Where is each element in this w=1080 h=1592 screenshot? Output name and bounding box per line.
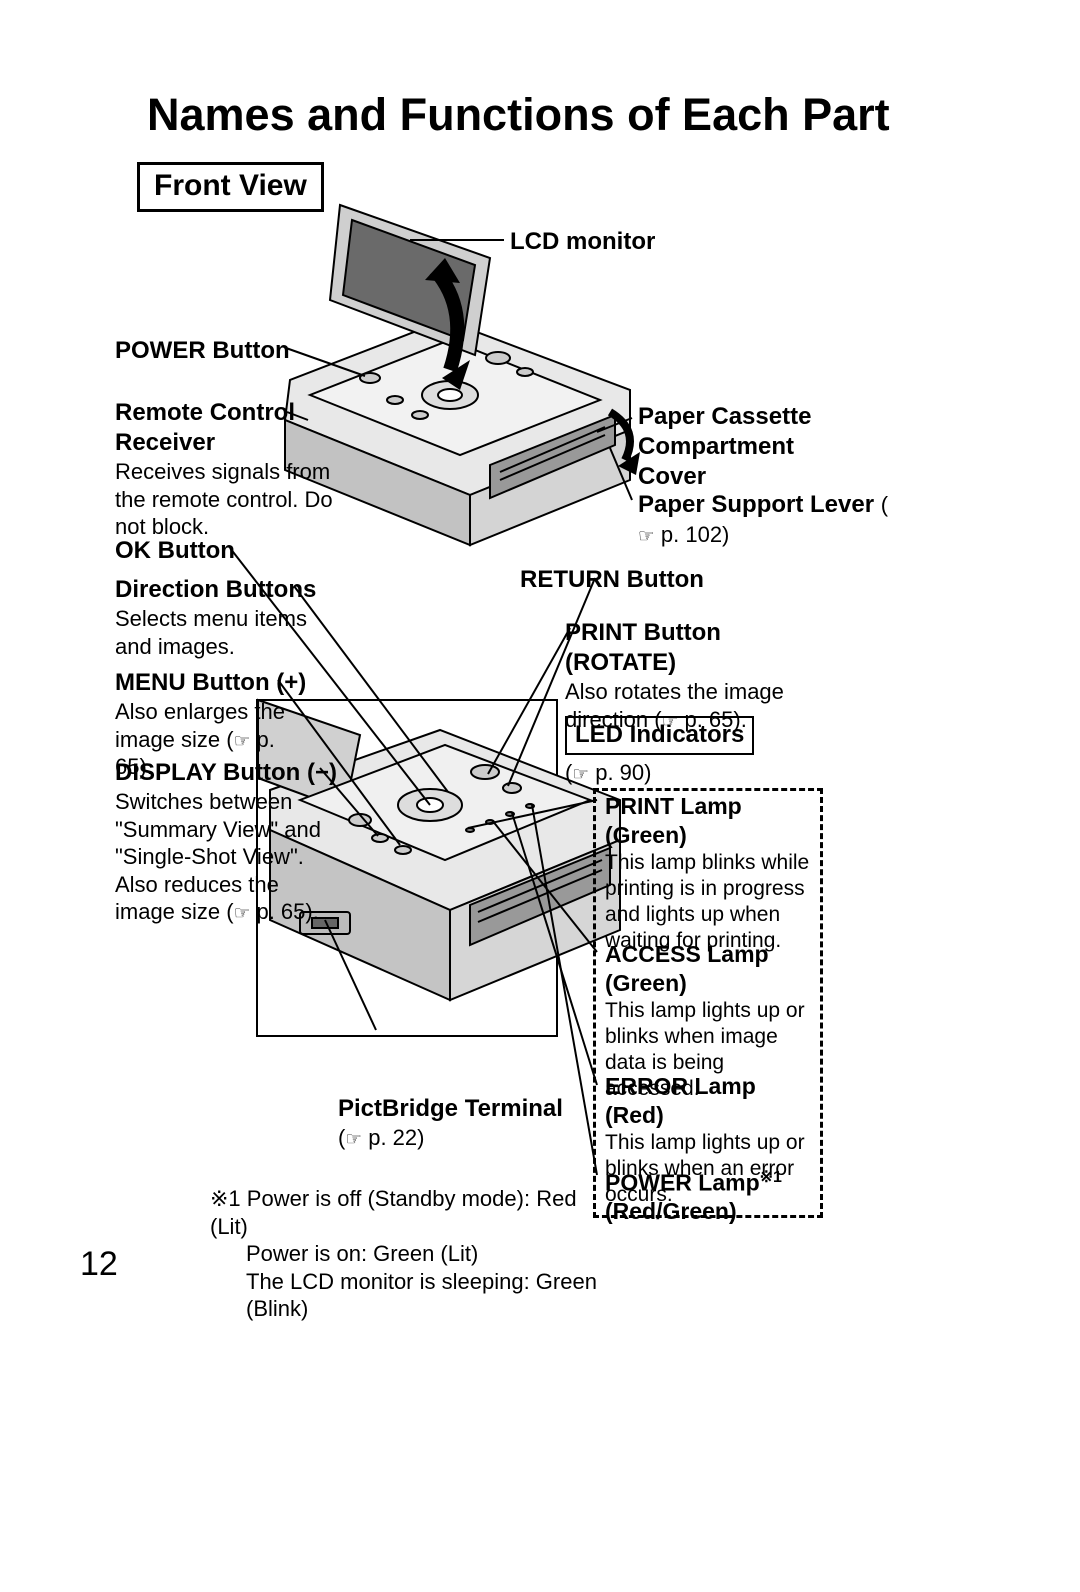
- label-direction-buttons: Direction Buttons Selects menu items and…: [115, 575, 325, 660]
- label-power-lamp-color: (Red/Green): [605, 1198, 737, 1224]
- ref-icon: ☞: [572, 762, 589, 785]
- label-led-indicators: LED Indicators (☞ p. 90): [565, 716, 754, 787]
- ref-icon: ☞: [234, 901, 251, 924]
- label-ok-button: OK Button: [115, 536, 235, 566]
- footnote-l3: The LCD monitor is sleeping: Green (Blin…: [210, 1268, 610, 1323]
- label-power-button: POWER Button: [115, 336, 290, 366]
- label-lcd-monitor: LCD monitor: [510, 227, 655, 257]
- label-pictbridge-title: PictBridge Terminal: [338, 1094, 568, 1124]
- label-led-ref: p. 90): [589, 760, 651, 785]
- label-display-button: DISPLAY Button (−) Switches between "Sum…: [115, 758, 340, 926]
- label-print-title: PRINT Button (ROTATE): [565, 618, 835, 678]
- label-menu-title: MENU Button (+): [115, 668, 315, 698]
- label-power-lamp-sup: ※1: [760, 1169, 782, 1186]
- label-paper-support-ref: p. 102): [661, 522, 730, 547]
- label-pictbridge-ref: p. 22): [362, 1125, 424, 1150]
- label-display-desc2: p. 65).: [250, 899, 318, 924]
- label-return-button: RETURN Button: [520, 565, 704, 595]
- label-paper-support-title: Paper Support Lever: [638, 491, 874, 518]
- label-pictbridge: PictBridge Terminal (☞ p. 22): [338, 1094, 568, 1152]
- ref-icon: ☞: [638, 524, 655, 547]
- label-access-title: ACCESS Lamp (Green): [605, 940, 820, 998]
- label-led-title: LED Indicators: [565, 716, 754, 755]
- manual-page: Names and Functions of Each Part Front V…: [0, 0, 1080, 1592]
- label-direction-title: Direction Buttons: [115, 575, 325, 605]
- label-remote-desc: Receives signals from the remote control…: [115, 458, 335, 541]
- label-print-lamp: PRINT Lamp (Green) This lamp blinks whil…: [605, 792, 820, 955]
- page-number: 12: [80, 1245, 118, 1284]
- ref-icon: ☞: [345, 1127, 362, 1150]
- label-power-lamp: POWER Lamp※1 (Red/Green): [605, 1168, 820, 1226]
- label-remote-control: Remote Control Receiver Receives signals…: [115, 398, 335, 541]
- footnote-l2: Power is on: Green (Lit): [210, 1240, 478, 1268]
- label-remote-title: Remote Control Receiver: [115, 398, 335, 458]
- footnote-l1: Power is off (Standby mode): Red (Lit): [210, 1186, 577, 1239]
- label-direction-desc: Selects menu items and images.: [115, 605, 325, 660]
- subtitle-front-view: Front View: [137, 162, 324, 212]
- footnote: ※1 Power is off (Standby mode): Red (Lit…: [210, 1185, 610, 1323]
- label-error-title: ERROR Lamp (Red): [605, 1072, 820, 1130]
- ref-icon: ☞: [234, 729, 251, 752]
- label-print-lamp-title: PRINT Lamp (Green): [605, 792, 820, 850]
- page-title: Names and Functions of Each Part: [147, 89, 890, 141]
- footnote-marker: ※1: [210, 1186, 241, 1211]
- label-paper-cassette: Paper Cassette Compartment Cover: [638, 402, 828, 492]
- label-paper-support: Paper Support Lever (☞ p. 102): [638, 490, 898, 550]
- label-power-lamp-title: POWER Lamp: [605, 1170, 760, 1196]
- label-display-title: DISPLAY Button (−): [115, 758, 340, 788]
- label-print-lamp-desc: This lamp blinks while printing is in pr…: [605, 850, 820, 955]
